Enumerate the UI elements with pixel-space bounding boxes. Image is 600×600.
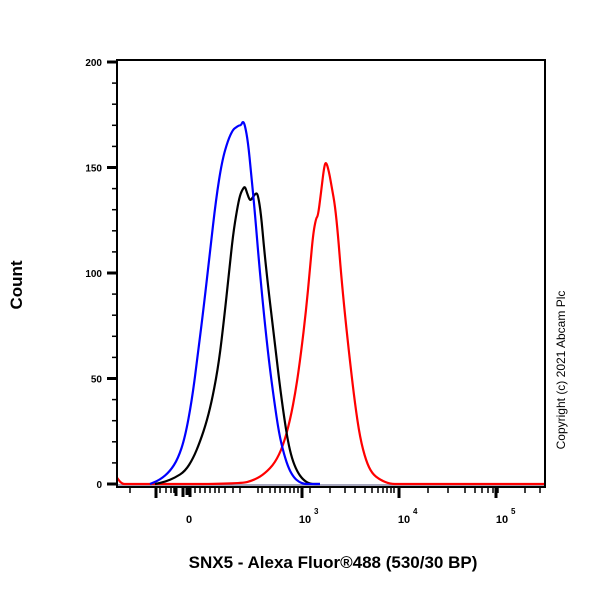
copyright-notice: Copyright (c) 2021 Abcam Plc <box>549 250 573 490</box>
red-snx5-curve <box>116 162 545 486</box>
x-tick-label: 0 <box>186 514 192 526</box>
y-axis: 0 50 100 150 200 <box>85 58 117 491</box>
x-tick-label: 10 <box>398 514 410 526</box>
blue-unlabelled-curve <box>149 121 320 486</box>
y-axis-label-text: Count <box>7 260 26 310</box>
plot-frame <box>116 59 546 488</box>
y-tick-label: 0 <box>96 480 102 491</box>
black-isotype-curve <box>154 186 320 486</box>
x-tick-exponent: 4 <box>413 507 418 516</box>
y-tick-label: 200 <box>85 58 102 69</box>
x-tick-exponent: 3 <box>314 507 319 516</box>
x-axis-label: SNX5 - Alexa Fluor®488 (530/30 BP) <box>188 553 478 572</box>
x-tick-exponent: 5 <box>511 507 516 516</box>
y-tick-label: 100 <box>85 269 102 280</box>
y-tick-label: 150 <box>85 164 102 175</box>
histogram-curves <box>116 121 545 486</box>
copyright-text: Copyright (c) 2021 Abcam Plc <box>554 290 568 450</box>
y-tick-label: 50 <box>91 375 103 386</box>
x-tick-label: 10 <box>496 514 508 526</box>
x-tick-label: 10 <box>299 514 311 526</box>
y-axis-label: Count <box>2 240 32 330</box>
